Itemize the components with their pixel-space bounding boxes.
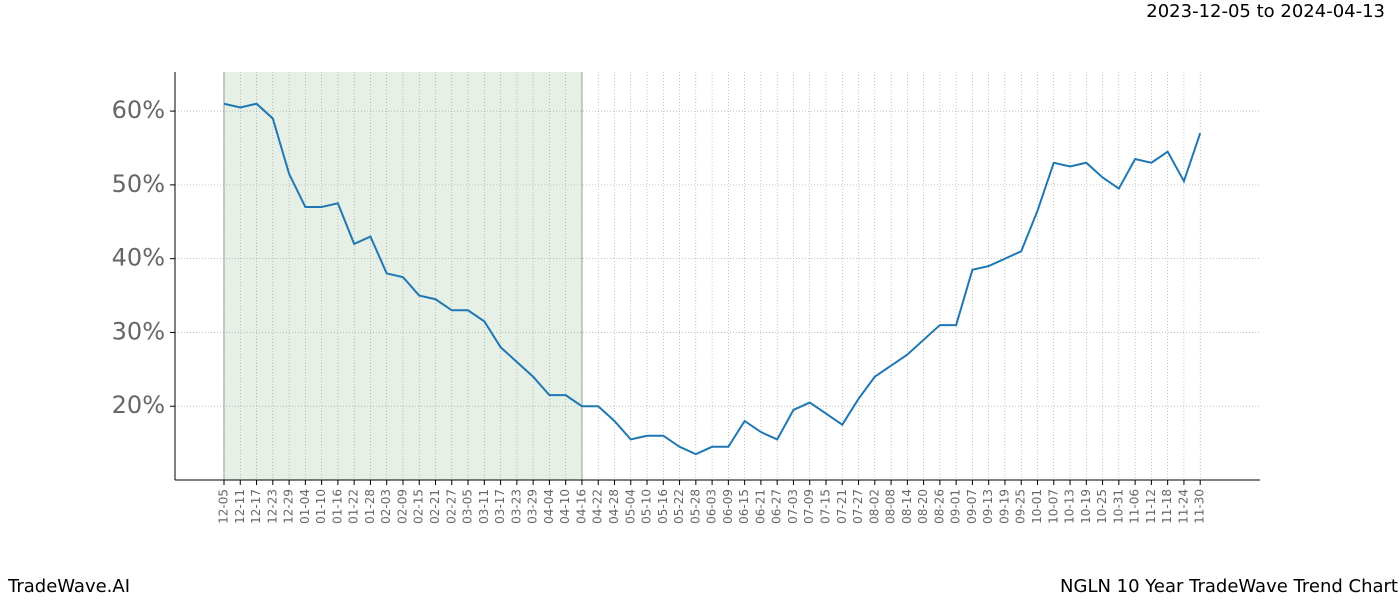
x-tick-label: 11-24 — [1176, 489, 1190, 524]
x-tick-label: 10-07 — [1046, 489, 1060, 524]
x-tick-label: 06-21 — [753, 489, 767, 524]
x-tick-label: 07-21 — [835, 489, 849, 524]
x-tick-label: 03-23 — [509, 489, 523, 524]
x-tick-label: 08-02 — [867, 489, 881, 524]
x-tick-label: 05-16 — [656, 489, 670, 524]
footer-left: TradeWave.AI — [7, 576, 130, 597]
x-tick-label: 07-27 — [851, 489, 865, 524]
x-tick-label: 05-28 — [688, 489, 702, 524]
x-tick-label: 07-09 — [802, 489, 816, 524]
x-tick-label: 10-31 — [1111, 489, 1125, 524]
x-tick-label: 03-29 — [526, 489, 540, 524]
x-tick-label: 08-26 — [932, 489, 946, 524]
x-tick-label: 10-19 — [1079, 489, 1093, 524]
x-tick-label: 05-10 — [640, 489, 654, 524]
y-tick-label: 40% — [112, 244, 165, 272]
y-tick-label: 30% — [112, 317, 165, 345]
x-tick-label: 09-13 — [981, 489, 995, 524]
x-tick-label: 01-28 — [363, 489, 377, 524]
x-tick-label: 10-25 — [1095, 489, 1109, 524]
x-tick-label: 02-27 — [444, 489, 458, 524]
y-tick-label: 20% — [112, 391, 165, 419]
x-tick-label: 11-30 — [1193, 489, 1207, 524]
x-tick-label: 12-05 — [217, 489, 231, 524]
x-tick-label: 10-01 — [1030, 489, 1044, 524]
x-tick-label: 03-05 — [461, 489, 475, 524]
x-tick-label: 12-11 — [233, 489, 247, 524]
x-tick-label: 12-29 — [282, 489, 296, 524]
y-tick-label: 50% — [112, 170, 165, 198]
x-tick-label: 06-15 — [737, 489, 751, 524]
x-tick-label: 01-04 — [298, 489, 312, 524]
x-tick-label: 08-08 — [884, 489, 898, 524]
x-tick-label: 08-14 — [900, 489, 914, 524]
x-tick-label: 02-09 — [395, 489, 409, 524]
x-tick-label: 09-07 — [965, 489, 979, 524]
x-tick-label: 02-15 — [412, 489, 426, 524]
chart-title: 2023-12-05 to 2024-04-13 — [1146, 1, 1385, 22]
x-tick-label: 12-17 — [249, 489, 263, 524]
x-tick-label: 06-27 — [770, 489, 784, 524]
x-tick-label: 01-16 — [330, 489, 344, 524]
trend-line — [223, 102, 1202, 456]
x-tick-label: 11-12 — [1144, 489, 1158, 524]
x-tick-label: 04-16 — [574, 489, 588, 524]
footer-right: NGLN 10 Year TradeWave Trend Chart — [1060, 576, 1398, 597]
x-tick-label: 09-01 — [949, 489, 963, 524]
x-tick-label: 11-06 — [1128, 489, 1142, 524]
x-tick-label: 10-13 — [1063, 489, 1077, 524]
x-tick-label: 06-03 — [705, 489, 719, 524]
x-tick-label: 08-20 — [916, 489, 930, 524]
x-tick-label: 02-21 — [428, 489, 442, 524]
x-tick-label: 04-04 — [542, 489, 556, 524]
x-tick-label: 07-03 — [786, 489, 800, 524]
x-tick-label: 04-10 — [558, 489, 572, 524]
y-tick-label: 60% — [112, 96, 165, 124]
x-tick-label: 07-15 — [818, 489, 832, 524]
x-tick-label: 04-22 — [591, 489, 605, 524]
x-tick-label: 12-23 — [265, 489, 279, 524]
x-tick-label: 05-04 — [623, 489, 637, 524]
x-tick-label: 11-18 — [1160, 489, 1174, 524]
x-tick-label: 04-28 — [607, 489, 621, 524]
x-tick-label: 03-11 — [477, 489, 491, 524]
x-tick-label: 01-10 — [314, 489, 328, 524]
x-tick-label: 03-17 — [493, 489, 507, 524]
x-tick-label: 02-03 — [379, 489, 393, 524]
x-tick-label: 06-09 — [721, 489, 735, 524]
x-tick-label: 09-19 — [997, 489, 1011, 524]
x-tick-label: 09-25 — [1014, 489, 1028, 524]
x-tick-label: 05-22 — [672, 489, 686, 524]
x-tick-label: 01-22 — [347, 489, 361, 524]
